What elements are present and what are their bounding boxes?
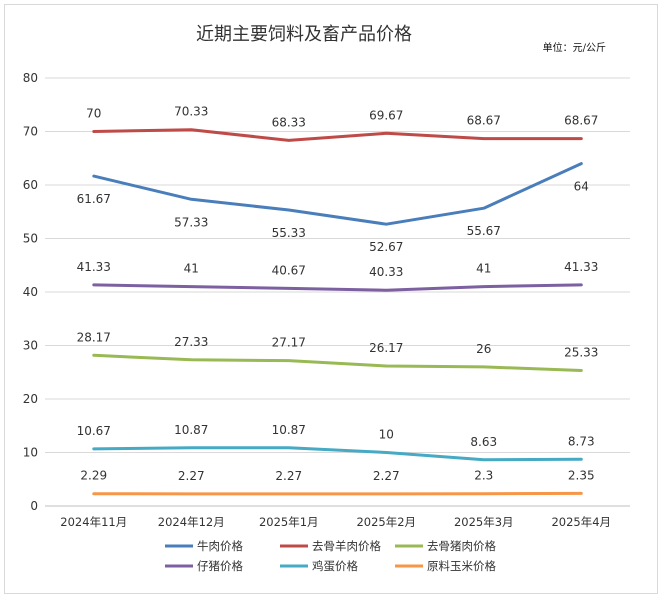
series-line <box>92 128 583 142</box>
data-label: 27.33 <box>174 335 208 349</box>
data-label: 41 <box>476 262 491 276</box>
y-tick-label: 80 <box>23 71 38 85</box>
data-label: 2.35 <box>568 468 595 482</box>
data-label: 10.67 <box>77 424 111 438</box>
legend-entry: 去骨羊肉价格 <box>312 539 381 553</box>
data-label: 55.33 <box>272 226 306 240</box>
x-tick-label: 2025年1月 <box>259 515 319 529</box>
y-tick-label: 50 <box>23 232 38 246</box>
y-tick-label: 70 <box>23 125 38 139</box>
data-label: 2.27 <box>373 469 400 483</box>
legend-entry: 去骨猪肉价格 <box>427 539 496 553</box>
series-line <box>92 491 583 496</box>
data-label: 52.67 <box>369 240 403 254</box>
data-label: 64 <box>574 180 589 194</box>
y-tick-label: 30 <box>23 339 38 353</box>
data-label: 10 <box>379 428 394 442</box>
unit-note: 单位：元/公斤 <box>543 41 606 54</box>
data-label: 70 <box>86 107 101 121</box>
y-tick-label: 40 <box>23 285 38 299</box>
y-tick-label: 60 <box>23 178 38 192</box>
data-label: 69.67 <box>369 108 403 122</box>
x-axis-ticks: 2024年11月 2024年12月 2025年1月 2025年2月 2025年3月 202… <box>60 515 611 529</box>
x-tick-label: 2025年2月 <box>356 515 416 529</box>
data-label: 70.33 <box>174 105 208 119</box>
x-tick-label: 2025年4月 <box>551 515 611 529</box>
y-tick-label: 10 <box>23 446 38 460</box>
data-label: 68.67 <box>467 114 501 128</box>
data-label: 61.67 <box>77 192 111 206</box>
x-tick-label: 2024年11月 <box>60 515 127 529</box>
data-label: 26 <box>476 342 491 356</box>
legend-entry: 牛肉价格 <box>197 539 243 553</box>
data-label: 25.33 <box>564 345 598 359</box>
y-axis-ticks: 0 10 20 30 40 50 60 70 80 <box>23 71 38 513</box>
data-label: 68.67 <box>564 114 598 128</box>
data-label: 10.87 <box>272 423 306 437</box>
series-line <box>92 162 583 226</box>
y-tick-label: 20 <box>23 392 38 406</box>
x-tick-label: 2025年3月 <box>454 515 514 529</box>
data-label: 8.73 <box>568 434 595 448</box>
x-tick-label: 2024年12月 <box>158 515 225 529</box>
gridlines <box>45 77 630 507</box>
data-label: 40.67 <box>272 263 306 277</box>
y-tick-label: 0 <box>30 499 38 513</box>
series-line <box>92 283 583 292</box>
data-label: 68.33 <box>272 115 306 129</box>
series-line <box>92 446 583 462</box>
data-label: 41.33 <box>77 260 111 274</box>
data-label: 55.67 <box>467 224 501 238</box>
series-lines <box>92 128 583 496</box>
data-label: 27.17 <box>272 336 306 350</box>
series-line <box>92 353 583 372</box>
chart-title: 近期主要饲料及畜产品价格 <box>196 24 412 45</box>
data-label: 2.27 <box>178 469 205 483</box>
legend-entry: 仔猪价格 <box>197 559 243 573</box>
data-label: 2.3 <box>474 469 493 483</box>
data-label: 41 <box>184 262 199 276</box>
data-label: 41.33 <box>564 260 598 274</box>
data-label: 28.17 <box>77 330 111 344</box>
data-label: 57.33 <box>174 215 208 229</box>
legend-entry: 原料玉米价格 <box>427 559 496 573</box>
chart-frame <box>4 4 658 594</box>
data-label: 2.27 <box>275 469 302 483</box>
data-label: 40.33 <box>369 265 403 279</box>
data-labels: 61.67 57.33 55.33 52.67 55.67 64 70 70.33 68.33 6… <box>77 105 599 483</box>
data-label: 10.87 <box>174 423 208 437</box>
legend-entry: 鸡蛋价格 <box>312 559 358 573</box>
data-label: 2.29 <box>80 469 107 483</box>
data-label: 8.63 <box>470 435 497 449</box>
data-label: 26.17 <box>369 341 403 355</box>
